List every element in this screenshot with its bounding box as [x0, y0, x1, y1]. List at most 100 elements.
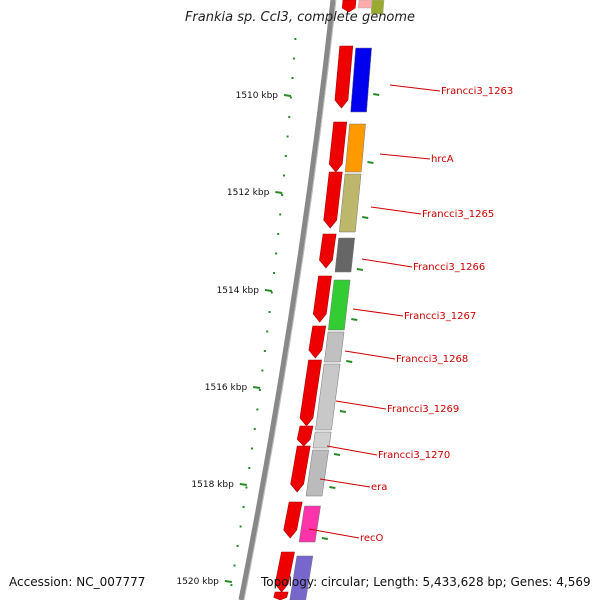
- gene-box: [305, 449, 329, 497]
- scale-dot: [284, 155, 287, 157]
- gene-labels: Francci3_1263 hrcA Francci3_1265 Francci3_1…: [360, 86, 513, 544]
- label-leader: [352, 308, 404, 317]
- cds-arrow: [290, 445, 311, 493]
- gene-box: [324, 331, 345, 363]
- scale-dot: [281, 194, 284, 196]
- scale-label: 1510 kbp: [236, 91, 279, 101]
- feature-tick: [333, 453, 341, 456]
- scale-dot: [258, 389, 261, 391]
- genome-backbone-highlight: [243, 0, 337, 600]
- scale-tick: [253, 386, 261, 389]
- label-leader: [308, 528, 360, 539]
- gene-box: [328, 279, 351, 331]
- topology-text: Topology: circular; Length: 5,433,628 bp…: [261, 575, 591, 589]
- gene-box: [344, 123, 366, 173]
- feature-tick: [346, 360, 353, 363]
- cds-arrow: [319, 233, 337, 269]
- cds-arrow: [334, 45, 354, 109]
- scale-dot: [272, 272, 275, 274]
- scale-dot: [248, 467, 251, 469]
- cds-arrow: [283, 501, 303, 539]
- feature-tick: [356, 268, 364, 271]
- scale-tick: [239, 483, 247, 486]
- cds-arrow: [273, 591, 289, 600]
- gene-label: Francci3_1269: [387, 404, 459, 415]
- gene-label: recO: [360, 533, 384, 544]
- cds-arrow: [299, 359, 322, 427]
- gene-label: Francci3_1270: [378, 450, 450, 461]
- scale-label: 1518 kbp: [191, 480, 234, 490]
- scale-label: 1512 kbp: [227, 188, 270, 198]
- scale-ticks: [224, 94, 292, 583]
- scale-label: 1520 kbp: [176, 577, 219, 587]
- label-leader: [335, 400, 387, 410]
- scale-dot: [283, 174, 286, 177]
- feature-ticks: [321, 93, 380, 540]
- scale-dot: [251, 447, 254, 450]
- cds-arrow: [312, 275, 332, 323]
- label-leader: [319, 478, 371, 488]
- scale-tick: [283, 94, 292, 97]
- label-leader: [361, 258, 413, 268]
- cds-arrow: [296, 425, 314, 447]
- label-leader: [379, 153, 431, 160]
- gene-label: Francci3_1265: [422, 209, 494, 220]
- scale-dot: [253, 428, 256, 430]
- label-leader: [326, 445, 378, 456]
- scale-dot: [292, 57, 295, 60]
- label-leader: [344, 350, 396, 360]
- gene-label: Francci3_1267: [404, 311, 476, 322]
- accession-text: Accession: NC_007777: [9, 575, 146, 589]
- gene-box: [315, 363, 341, 431]
- scale-dot: [233, 564, 236, 567]
- scale-tick: [275, 191, 283, 194]
- scale-dot: [289, 96, 292, 99]
- scale-tick: [264, 289, 273, 292]
- scale-dot: [230, 584, 233, 586]
- cds-arrow: [328, 121, 348, 173]
- scale-dot: [275, 252, 278, 255]
- scale-dot: [277, 233, 280, 235]
- feature-tick: [339, 410, 347, 413]
- scale-dot: [236, 545, 239, 547]
- scale-dot: [279, 213, 282, 216]
- gene-label: Francci3_1263: [441, 86, 513, 97]
- gene-label: hrcA: [431, 154, 454, 165]
- cds-arrow: [323, 171, 343, 229]
- scale-dot: [263, 350, 266, 352]
- scale-dot: [242, 506, 245, 508]
- scale-dot: [288, 116, 291, 118]
- scale-dot: [270, 291, 273, 294]
- scale-dot: [245, 486, 248, 489]
- feature-tick: [351, 318, 358, 321]
- scale-tick: [224, 580, 233, 583]
- scale-dot: [261, 369, 264, 372]
- scale-dot: [291, 77, 294, 79]
- scale-dot: [256, 408, 259, 411]
- scale-dot: [294, 38, 297, 40]
- feature-tick: [362, 216, 369, 219]
- feature-tick: [373, 93, 380, 96]
- feature-tick: [321, 537, 329, 540]
- scale-dots: [230, 38, 297, 586]
- gene-box: [339, 173, 362, 233]
- gene-box: [370, 0, 385, 15]
- gene-label: Francci3_1268: [396, 354, 468, 365]
- gene-label: Francci3_1266: [413, 262, 485, 273]
- gene-features: [273, 0, 385, 600]
- scale-label: 1514 kbp: [217, 286, 260, 296]
- gene-box: [312, 431, 332, 449]
- gene-box: [298, 505, 321, 543]
- map-title: Frankia sp. CcI3, complete genome: [184, 10, 416, 25]
- cds-arrow: [308, 325, 327, 359]
- cds-arrow: [341, 0, 357, 13]
- feature-tick: [329, 486, 336, 489]
- scale-dot: [239, 525, 242, 528]
- label-leaders: [308, 84, 441, 539]
- scale-label: 1516 kbp: [205, 383, 248, 393]
- scale-labels: 1510 kbp 1512 kbp 1514 kbp 1516 kbp 1518 kbp…: [176, 91, 278, 587]
- genome-backbone: [238, 0, 336, 600]
- gene-box: [334, 237, 355, 273]
- cds-arrow: [274, 551, 295, 593]
